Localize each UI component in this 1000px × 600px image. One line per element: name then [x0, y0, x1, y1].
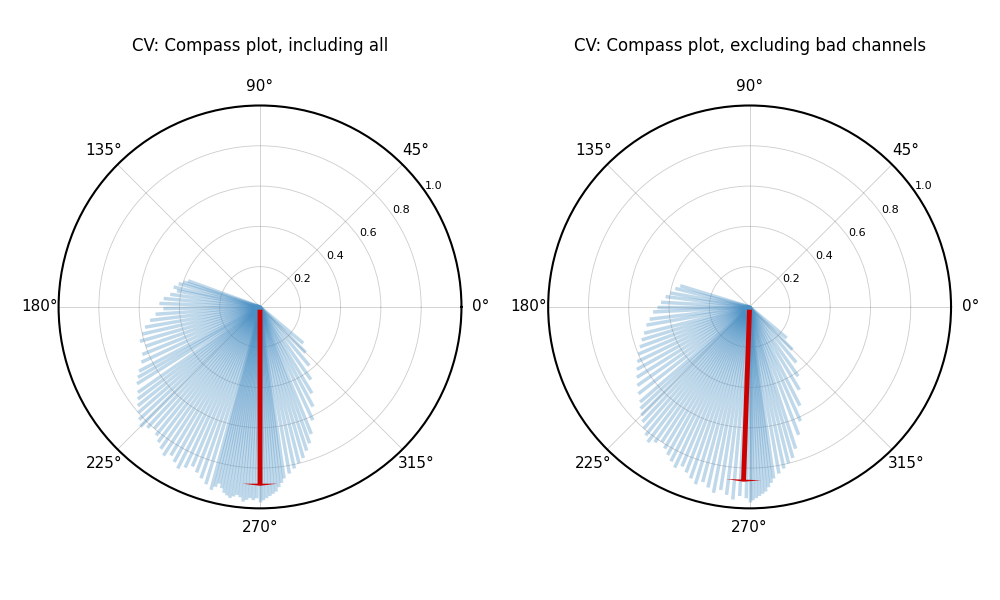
Title: CV: Compass plot, excluding bad channels: CV: Compass plot, excluding bad channels	[574, 37, 926, 55]
Title: CV: Compass plot, including all: CV: Compass plot, including all	[132, 37, 388, 55]
